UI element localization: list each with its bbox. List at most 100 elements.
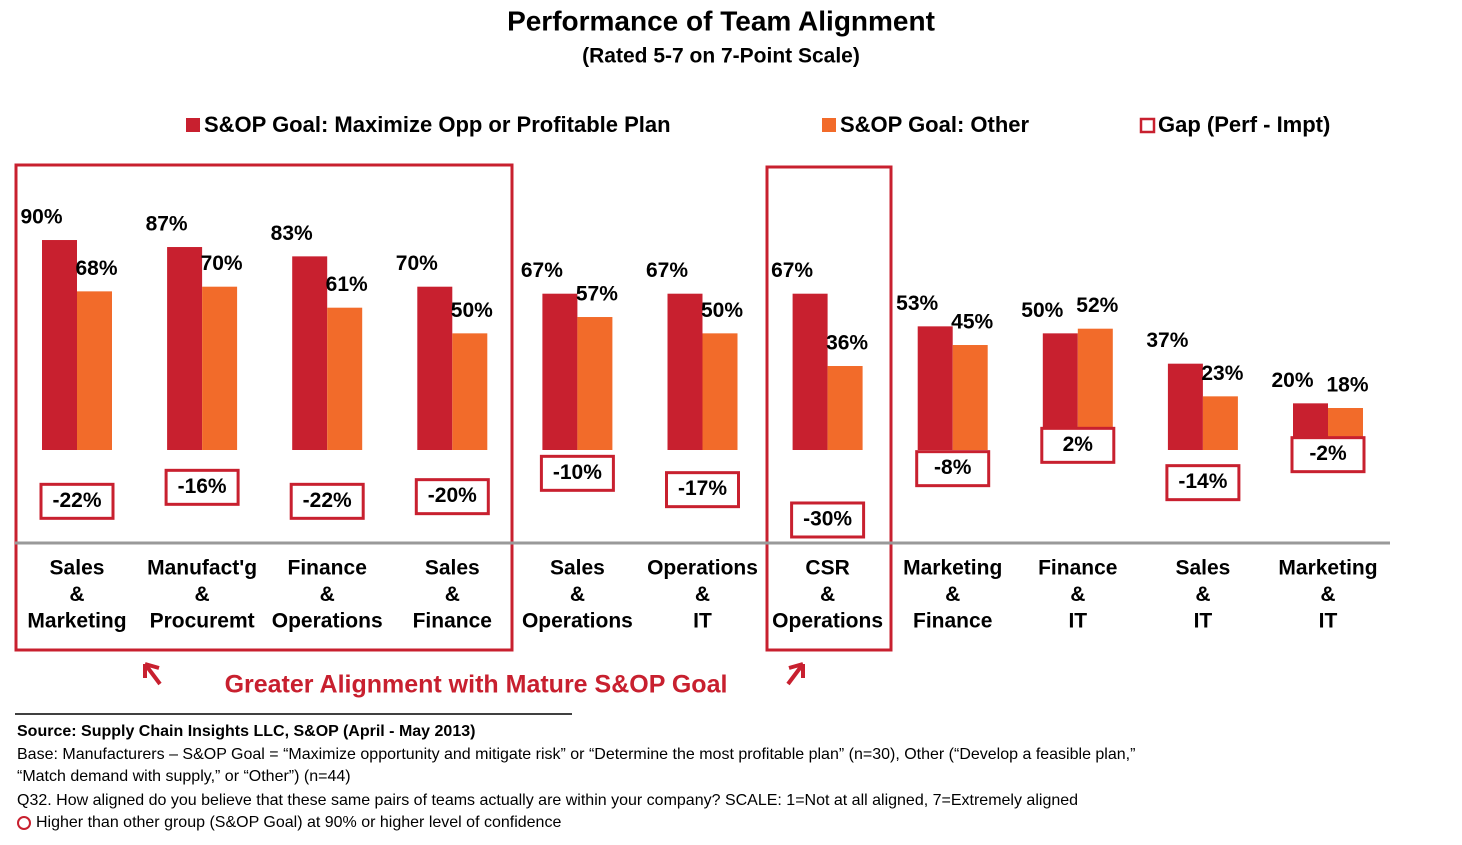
source-note: Source: Supply Chain Insights LLC, S&OP … — [17, 723, 475, 740]
note: Q32. How aligned do you believe that the… — [17, 792, 1078, 809]
value-label: 57% — [576, 283, 618, 306]
bar — [577, 317, 613, 450]
bar — [827, 366, 863, 450]
x-tick-label: Sales — [1175, 557, 1230, 580]
gap-label: -10% — [553, 461, 602, 484]
legend-swatch — [822, 118, 836, 132]
bar — [1167, 363, 1203, 450]
gap-box — [1290, 436, 1366, 474]
x-tick-label: Sales — [50, 557, 105, 580]
value-label: 52% — [1076, 294, 1118, 317]
x-tick-label: Marketing — [903, 557, 1002, 580]
gap-label: -22% — [303, 489, 352, 512]
value-label: 36% — [826, 332, 868, 355]
value-label: 70% — [396, 252, 438, 275]
x-tick-label: IT — [1194, 610, 1213, 633]
value-label: 18% — [1326, 374, 1368, 397]
note: Base: Manufacturers – S&OP Goal = “Maxim… — [17, 746, 1135, 763]
note: “Match demand with supply,” or “Other”) … — [17, 768, 351, 785]
legend-label: S&OP Goal: Maximize Opp or Profitable Pl… — [204, 112, 671, 137]
legend-label: S&OP Goal: Other — [840, 112, 1030, 137]
value-label: 68% — [75, 257, 117, 280]
bar — [327, 307, 363, 450]
x-tick-label: & — [1195, 583, 1210, 606]
x-tick-label: Operations — [647, 557, 758, 580]
x-tick-label: & — [320, 583, 335, 606]
x-tick-label: CSR — [805, 557, 849, 580]
gap-label: 2% — [1063, 433, 1094, 456]
arrow — [786, 662, 805, 686]
x-tick-label: Manufact'g — [147, 557, 257, 580]
legend-swatch — [1139, 117, 1156, 134]
gap-label: -22% — [52, 489, 101, 512]
value-label: 37% — [1146, 329, 1188, 352]
x-tick-label: Marketing — [27, 610, 126, 633]
value-label: 61% — [326, 273, 368, 296]
x-tick-label: Sales — [425, 557, 480, 580]
gap-box — [1040, 426, 1116, 464]
x-tick-label: & — [1070, 583, 1085, 606]
gap-box — [164, 468, 240, 506]
legend-swatch — [186, 118, 200, 132]
bar — [792, 293, 828, 450]
chart-title: Performance of Team Alignment — [507, 5, 935, 36]
x-tick-label: & — [945, 583, 960, 606]
gap-box — [665, 471, 740, 509]
x-tick-label: & — [695, 583, 710, 606]
x-tick-label: Operations — [272, 610, 383, 633]
bar — [292, 256, 328, 450]
chart-subtitle: (Rated 5-7 on 7-Point Scale) — [582, 45, 860, 68]
bar — [417, 286, 453, 450]
gap-label: -20% — [428, 484, 477, 507]
legend-icon — [17, 816, 31, 830]
value-label: 45% — [951, 311, 993, 334]
gap-box — [790, 501, 866, 539]
gap-label: -17% — [678, 477, 727, 500]
x-tick-label: Operations — [522, 610, 633, 633]
value-label: 67% — [771, 259, 813, 282]
value-label: 90% — [20, 206, 62, 229]
bar — [667, 293, 703, 450]
bar — [1202, 396, 1238, 450]
legend-label: Gap (Perf - Impt) — [1158, 112, 1330, 137]
gap-box — [915, 450, 991, 488]
bar — [917, 326, 953, 450]
bar — [42, 240, 77, 450]
value-label: 50% — [1021, 299, 1063, 322]
x-tick-label: IT — [693, 610, 712, 633]
highlight-box — [765, 165, 893, 652]
gap-box — [539, 454, 615, 492]
gap-box — [1165, 464, 1241, 502]
x-tick-label: Operations — [772, 610, 883, 633]
value-label: 20% — [1271, 369, 1313, 392]
highlight-box — [14, 163, 514, 652]
x-tick-label: & — [69, 583, 84, 606]
x-tick-label: Finance — [913, 610, 992, 633]
note: Higher than other group (S&OP Goal) at 9… — [36, 814, 561, 831]
gap-box — [414, 478, 490, 516]
gap-label: -16% — [178, 475, 227, 498]
x-tick-label: & — [445, 583, 460, 606]
gap-box — [289, 482, 365, 520]
x-tick-label: & — [820, 583, 835, 606]
x-tick-label: & — [570, 583, 585, 606]
bar — [77, 291, 112, 450]
bar — [202, 286, 238, 450]
value-label: 53% — [896, 292, 938, 315]
value-label: 50% — [701, 299, 743, 322]
x-tick-label: IT — [1068, 610, 1087, 633]
annotation: Greater Alignment with Mature S&OP Goal — [225, 671, 728, 699]
gap-label: -30% — [803, 508, 852, 531]
gap-label: -2% — [1309, 442, 1347, 465]
gap-label: -8% — [934, 456, 972, 479]
x-tick-label: & — [1320, 583, 1335, 606]
value-label: 67% — [521, 259, 563, 282]
x-tick-label: Procuremt — [150, 610, 255, 633]
x-tick-label: Finance — [1038, 557, 1117, 580]
x-tick-label: Marketing — [1278, 557, 1377, 580]
gap-box — [39, 482, 115, 520]
bar — [452, 333, 488, 450]
bar — [702, 333, 738, 450]
bar — [542, 293, 578, 450]
